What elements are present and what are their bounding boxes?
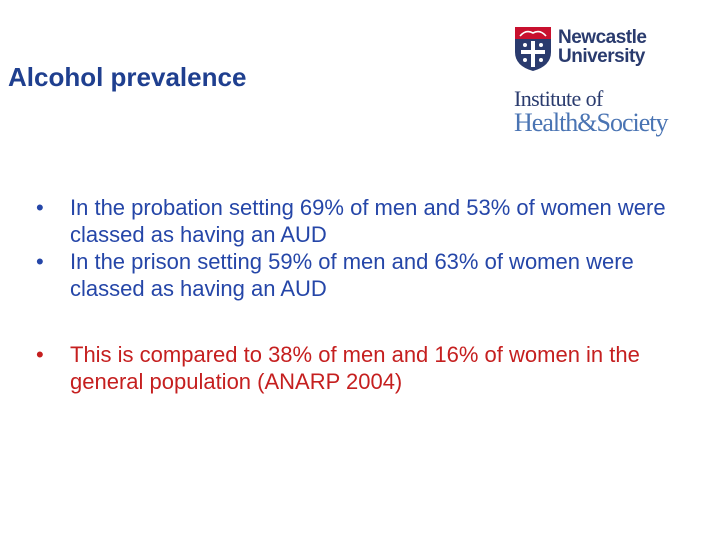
bullet-list: • In the probation setting 69% of men an… [36, 194, 696, 395]
bullet-text: This is compared to 38% of men and 16% o… [70, 342, 640, 394]
bullet-item-probation: • In the probation setting 69% of men an… [36, 194, 696, 248]
university-name: Newcastle University [558, 27, 647, 67]
institute-name-line2: Health&Society [514, 108, 669, 137]
bullet-item-prison: • In the prison setting 59% of men and 6… [36, 248, 696, 302]
slide-title: Alcohol prevalence [8, 62, 247, 92]
bullet-dot: • [36, 195, 44, 220]
bullet-dot: • [36, 249, 44, 274]
bullet-item-general-population: • This is compared to 38% of men and 16%… [36, 341, 696, 395]
crest-icon [515, 27, 551, 71]
bullet-dot: • [36, 342, 44, 367]
university-logo: Newcastle University Institute of Health… [514, 26, 714, 138]
institute-name-line1: Institute of [514, 86, 603, 111]
bullet-text: In the probation setting 69% of men and … [70, 195, 666, 247]
bullet-text: In the prison setting 59% of men and 63%… [70, 249, 634, 301]
university-name-line1: Newcastle [558, 27, 647, 48]
university-name-line2: University [558, 46, 645, 67]
